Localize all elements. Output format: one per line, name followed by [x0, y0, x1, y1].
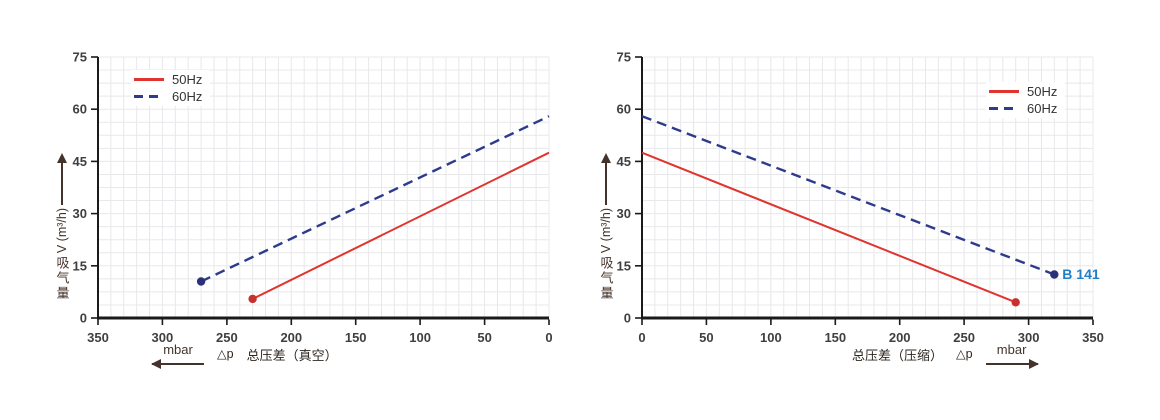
vacuum-mbar-unit: mbar — [151, 342, 204, 370]
svg-text:0: 0 — [80, 311, 87, 326]
legend-50hz-line-sample — [134, 78, 164, 81]
compression-caption-text: 总压差（压缩） — [852, 348, 944, 363]
svg-text:60: 60 — [73, 102, 87, 117]
compression-legend: 50Hz 60Hz — [986, 82, 1066, 118]
svg-text:60: 60 — [617, 102, 631, 117]
svg-text:15: 15 — [73, 258, 87, 273]
right-arrow-icon — [985, 359, 1039, 370]
model-annotation-b141: B 141 — [1062, 265, 1100, 282]
legend-60hz-label: 60Hz — [172, 89, 203, 104]
left-arrow-icon — [151, 359, 204, 370]
svg-text:100: 100 — [409, 330, 431, 345]
y-axis-cjk-label: 吸气量 — [598, 256, 614, 302]
y-axis-up-arrow-icon — [55, 153, 69, 205]
compression-plot-area: 0 50 100 150 200 250 300 350 0 15 30 45 60 75 — [617, 50, 1104, 346]
svg-text:250: 250 — [216, 330, 238, 345]
legend-item-50hz: 50Hz — [989, 85, 1057, 98]
y-axis-up-arrow-icon — [599, 153, 613, 205]
legend-60hz-label: 60Hz — [1027, 101, 1058, 116]
svg-text:75: 75 — [617, 50, 631, 65]
svg-text:150: 150 — [345, 330, 367, 345]
svg-text:350: 350 — [87, 330, 109, 345]
legend-60hz-line-sample — [989, 107, 1019, 110]
svg-text:300: 300 — [152, 330, 174, 345]
svg-text:30: 30 — [617, 206, 631, 221]
svg-text:250: 250 — [953, 330, 975, 345]
legend-item-60hz: 60Hz — [134, 90, 202, 103]
compression-x-axis-caption: 总压差（压缩） △p mbar — [852, 342, 1039, 370]
mbar-unit-label: mbar — [163, 342, 193, 357]
legend-50hz-label: 50Hz — [172, 72, 203, 87]
vacuum-legend: 50Hz 60Hz — [131, 70, 211, 106]
vacuum-caption-text: 总压差（真空） — [246, 348, 338, 363]
svg-text:150: 150 — [824, 330, 846, 345]
svg-text:350: 350 — [1082, 330, 1104, 345]
compression-y-axis-label: V (m³/h) 吸气量 — [593, 153, 619, 301]
svg-text:200: 200 — [280, 330, 302, 345]
compression-mbar-unit: mbar — [985, 342, 1039, 370]
legend-60hz-line-sample — [134, 95, 164, 98]
svg-text:15: 15 — [617, 258, 631, 273]
svg-text:50: 50 — [477, 330, 491, 345]
svg-text:0: 0 — [624, 311, 631, 326]
vacuum-plot-area: 350 300 250 200 150 100 50 0 0 15 30 45 60 75 — [73, 50, 553, 346]
svg-text:200: 200 — [889, 330, 911, 345]
svg-text:45: 45 — [73, 154, 87, 169]
vacuum-y-axis-label: V (m³/h) 吸气量 — [49, 153, 75, 301]
svg-text:30: 30 — [73, 206, 87, 221]
svg-text:300: 300 — [1018, 330, 1040, 345]
delta-p-symbol: △p — [956, 347, 973, 361]
vacuum-x-axis-caption: mbar △p 总压差（真空） — [151, 342, 338, 370]
y-axis-cjk-label: 吸气量 — [54, 256, 70, 302]
legend-item-60hz: 60Hz — [989, 102, 1057, 115]
legend-50hz-line-sample — [989, 90, 1019, 93]
svg-text:45: 45 — [617, 154, 631, 169]
legend-item-50hz: 50Hz — [134, 73, 202, 86]
svg-text:0: 0 — [638, 330, 645, 345]
mbar-unit-label: mbar — [996, 342, 1027, 357]
svg-text:50: 50 — [699, 330, 713, 345]
delta-p-symbol: △p — [217, 347, 234, 361]
legend-50hz-label: 50Hz — [1027, 84, 1058, 99]
svg-text:0: 0 — [545, 330, 552, 345]
svg-text:100: 100 — [760, 330, 782, 345]
svg-text:75: 75 — [73, 50, 87, 65]
